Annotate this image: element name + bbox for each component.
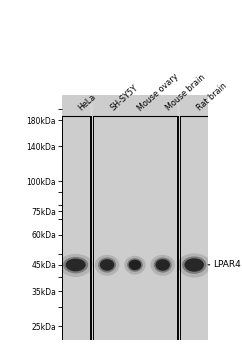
Ellipse shape: [154, 258, 172, 273]
Ellipse shape: [156, 259, 170, 271]
Bar: [93, 94, 177, 340]
Ellipse shape: [182, 257, 206, 274]
Ellipse shape: [151, 255, 175, 276]
Text: Mouse brain: Mouse brain: [164, 73, 207, 113]
Ellipse shape: [63, 257, 88, 273]
Text: SH-SY5Y: SH-SY5Y: [108, 84, 139, 113]
Ellipse shape: [95, 255, 119, 276]
Bar: [180, 94, 208, 340]
Ellipse shape: [178, 253, 211, 278]
Text: Rat brain: Rat brain: [196, 82, 229, 113]
Ellipse shape: [127, 258, 143, 272]
Bar: [62, 94, 90, 340]
Text: LPAR4: LPAR4: [213, 260, 241, 269]
Ellipse shape: [184, 258, 204, 272]
Ellipse shape: [66, 259, 86, 271]
Ellipse shape: [129, 260, 141, 270]
Ellipse shape: [124, 256, 145, 275]
Ellipse shape: [59, 254, 93, 277]
Ellipse shape: [100, 259, 114, 271]
Text: Mouse ovary: Mouse ovary: [136, 72, 181, 113]
Ellipse shape: [98, 258, 116, 273]
Text: HeLa: HeLa: [77, 92, 98, 113]
